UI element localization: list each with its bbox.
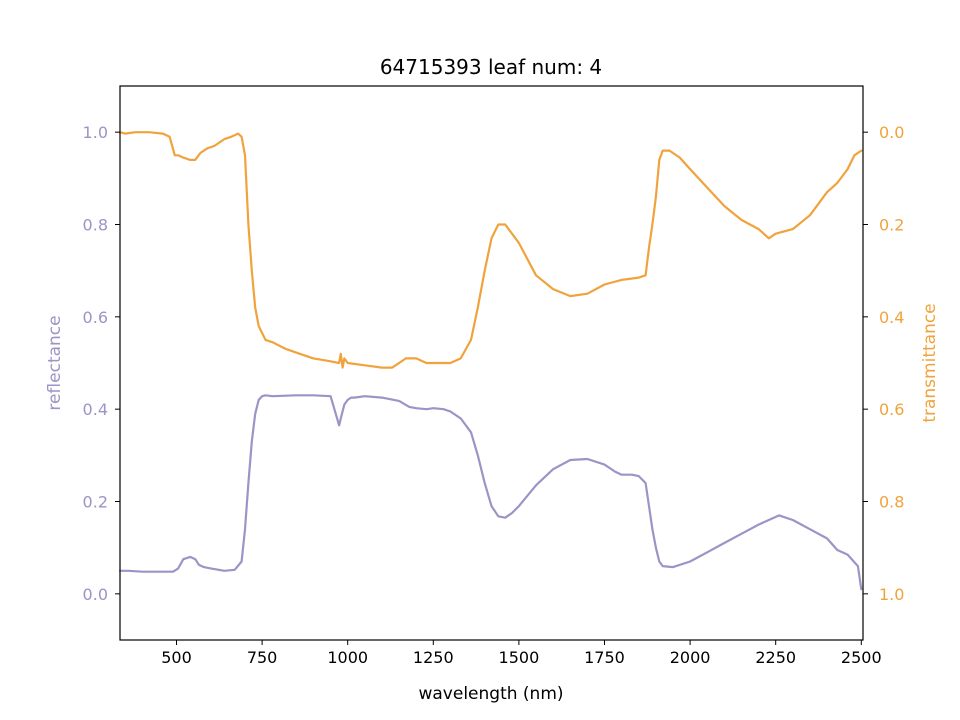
y-right-tick-label: 1.0 bbox=[879, 585, 904, 604]
reflectance-line bbox=[118, 394, 863, 591]
y-right-tick-label: 0.8 bbox=[879, 493, 904, 512]
x-axis: 500 750 1000 1250 1500 1750 2000 2250 2500 bbox=[161, 640, 882, 667]
plot-area bbox=[118, 131, 863, 591]
y-left-tick-label: 0.6 bbox=[83, 308, 108, 327]
y-right-tick-label: 0.2 bbox=[879, 216, 904, 235]
transmittance-line bbox=[118, 131, 863, 369]
y-left-tick-label: 1.0 bbox=[83, 123, 108, 142]
x-tick-label: 1500 bbox=[499, 648, 540, 667]
y-axis-right-label: transmittance bbox=[920, 303, 940, 422]
y-right-tick-label: 0.4 bbox=[879, 308, 904, 327]
x-tick-label: 1000 bbox=[327, 648, 368, 667]
x-tick-label: 1250 bbox=[413, 648, 454, 667]
y-left-tick-label: 0.4 bbox=[83, 400, 108, 419]
x-tick-label: 750 bbox=[247, 648, 278, 667]
y-axis-left: 0.0 0.2 0.4 0.6 0.8 1.0 bbox=[83, 123, 120, 604]
y-axis-left-label: reflectance bbox=[45, 315, 65, 410]
y-right-tick-label: 0.0 bbox=[879, 123, 904, 142]
x-tick-label: 500 bbox=[161, 648, 192, 667]
y-right-tick-label: 0.6 bbox=[879, 400, 904, 419]
x-tick-label: 2000 bbox=[670, 648, 711, 667]
x-axis-label: wavelength (nm) bbox=[418, 684, 563, 704]
y-left-tick-label: 0.0 bbox=[83, 585, 108, 604]
y-left-tick-label: 0.2 bbox=[83, 493, 108, 512]
axes-frame bbox=[119, 85, 864, 641]
x-tick-label: 2250 bbox=[755, 648, 796, 667]
x-tick-label: 2500 bbox=[841, 648, 882, 667]
chart-title: 64715393 leaf num: 4 bbox=[380, 55, 602, 79]
x-tick-label: 1750 bbox=[584, 648, 625, 667]
y-axis-right: 0.0 0.2 0.4 0.6 0.8 1.0 bbox=[863, 123, 904, 604]
y-left-tick-label: 0.8 bbox=[83, 216, 108, 235]
